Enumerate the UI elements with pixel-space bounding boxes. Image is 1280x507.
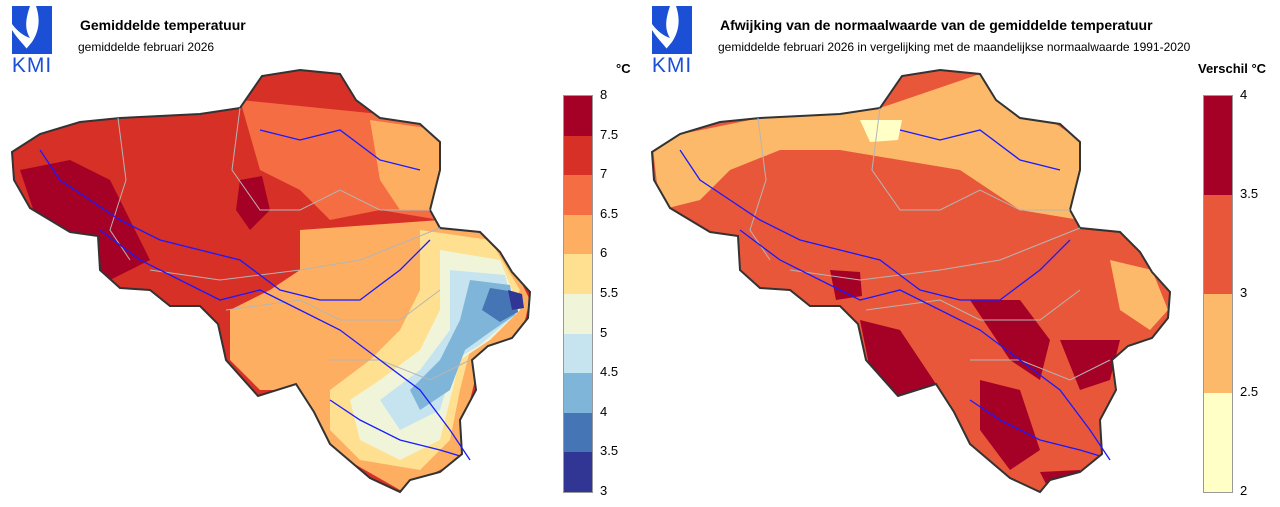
kmi-logo: KMI [6,4,58,77]
temperature-map-panel: KMI Gemiddelde temperatuur gemiddelde fe… [6,4,631,498]
rivers [679,129,1111,461]
legend-tick-label: 2.5 [1240,384,1259,399]
legend-tick-label: 3.5 [600,443,619,459]
legend-swatch [564,175,592,215]
province-borders [109,107,471,381]
anomaly-map-panel: KMI Afwijking van de normaalwaarde van d… [640,0,1280,507]
map-subtitle: gemiddelde februari 2026 [78,40,215,54]
zone-2.5-3-east [1110,260,1168,330]
zone-3.5-4-hainaut [830,270,862,300]
legend-swatch [564,96,592,136]
legend-swatch [1204,294,1232,393]
legend-tick-label: 5 [600,324,608,340]
map-title: Gemiddelde temperatuur [80,17,246,33]
legend-swatch [564,412,592,453]
kmi-logo-mark [12,6,52,54]
zone-2.5-3-north [652,74,1080,220]
map-subtitle: gemiddelde februari 2026 in vergelijking… [718,40,1191,54]
belgium-temperature-map [10,68,532,494]
legend-swatch [564,135,592,176]
rivers [39,129,471,461]
legend-tick-label: 6.5 [600,205,619,221]
kmi-logo: KMI [646,4,698,77]
legend-swatch [564,254,592,294]
zone-7-7.5-coast [100,114,240,156]
legend-tick-label: 3.5 [1240,186,1259,201]
kmi-logo-mark [652,6,692,54]
zone-7.5-8-west [20,160,150,280]
legend-swatch [564,333,592,374]
zone-7.5-8-centre [236,176,270,230]
country-border [10,68,532,494]
legend-tick-label: 7.5 [600,126,619,142]
legend-swatch [564,452,592,492]
legend-tick-label: 2 [1240,483,1248,498]
legend-swatch [1204,96,1232,195]
legend-unit: °C [616,61,631,76]
temperature-legend-bar [563,95,593,493]
legend-swatch [564,373,592,413]
zone-3.5-4 [482,288,518,322]
legend-tick-label: 4.5 [600,364,619,380]
legend-tick-label: 8 [600,87,608,102]
legend-unit: Verschil °C [1198,61,1267,76]
country-border [650,68,1172,494]
zone-6-6.5-northeast [370,120,440,210]
kmi-logo-text: KMI [651,54,693,77]
legend-swatch [564,293,592,334]
legend-tick-label: 6 [600,245,608,261]
legend-tick-label: 5.5 [600,285,619,300]
legend-swatch [1204,393,1232,492]
legend-tick-label: 3 [1240,285,1248,300]
kmi-logo-text: KMI [11,54,53,77]
map-title: Afwijking van de normaalwaarde van de ge… [720,17,1153,33]
legend-tick-label: 7 [600,166,608,182]
legend-tick-label: 4 [1240,87,1248,102]
legend-tick-label: 3 [600,483,608,498]
zone-2-2.5 [860,120,902,142]
zone-3-3.5 [508,290,524,310]
anomaly-legend-bar [1203,95,1233,493]
belgium-anomaly-map [650,68,1172,494]
legend-swatch [564,214,592,255]
legend-tick-label: 4 [600,403,608,419]
legend-swatch [1204,195,1232,294]
